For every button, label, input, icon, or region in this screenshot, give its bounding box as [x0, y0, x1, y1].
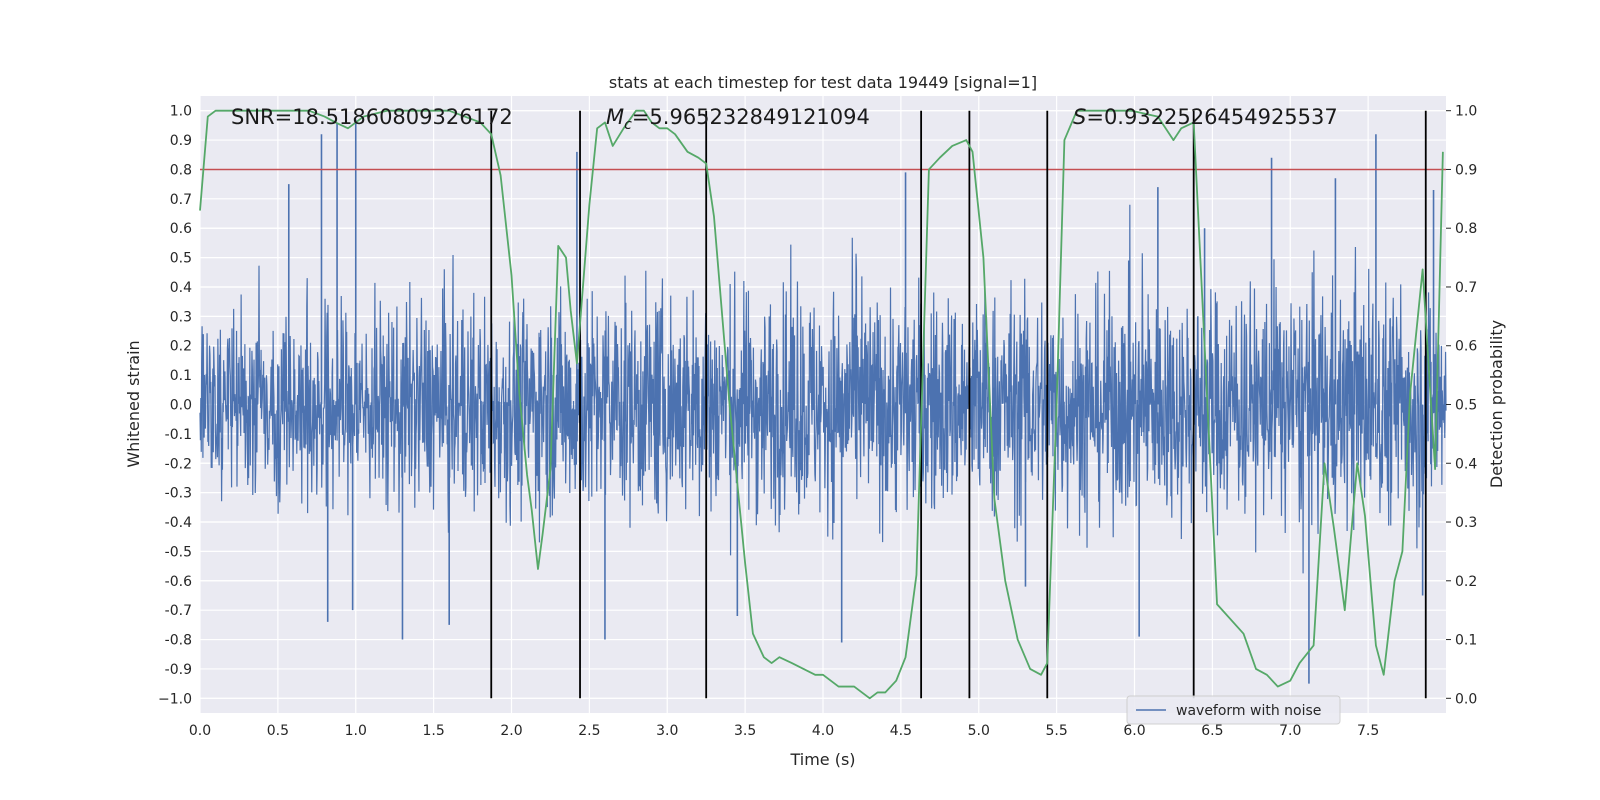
y-tick-label: 0.6: [170, 221, 192, 237]
y2-tick-label: 0.2: [1455, 574, 1477, 590]
x-tick-label: 3.5: [734, 723, 756, 739]
y2-tick-label: 0.9: [1455, 162, 1477, 178]
x-tick-labels: 0.0 0.5 1.0 1.5 2.0 2.5 3.0 3.5 4.0 4.5 5.0 5.5 6.0 6…: [189, 723, 1379, 739]
y-tick-label: 0.2: [170, 339, 192, 355]
x-axis-label: Time (s): [789, 750, 855, 769]
x-tick-label: 6.5: [1201, 723, 1223, 739]
y-tick-label: -0.1: [165, 427, 192, 443]
x-tick-label: 0.5: [267, 723, 289, 739]
y-tick-label: -0.8: [165, 633, 192, 649]
legend-box: [1126, 695, 1341, 725]
x-tick-label: 5.0: [968, 723, 990, 739]
y2-axis-label: Detection probability: [1487, 320, 1506, 488]
y2-tick-label: 0.1: [1455, 633, 1477, 649]
chart-title: stats at each timestep for test data 194…: [609, 73, 1037, 92]
y2-tick-label: 0.3: [1455, 515, 1477, 531]
y-tick-label: −1.0: [158, 691, 192, 707]
x-tick-label: 6.0: [1123, 723, 1145, 739]
y-tick-label: -0.3: [165, 486, 192, 502]
y-tick-label: -0.6: [165, 574, 192, 590]
y-axis-label: Whitened strain: [124, 340, 143, 467]
chirp-mass-symbol: M: [606, 105, 624, 129]
y2-tick-label: 0.5: [1455, 398, 1477, 414]
chirp-mass-value: =5.965232849121094: [632, 105, 870, 129]
y2-tick-label: 0.8: [1455, 221, 1477, 237]
s-annotation: S=0.9322526454925537: [1073, 105, 1338, 129]
legend: waveform with noise: [1126, 695, 1341, 725]
x-tick-label: 5.5: [1045, 723, 1067, 739]
chirp-mass-annotation: Mc=5.965232849121094: [606, 105, 870, 133]
y-tick-label: 0.9: [170, 133, 192, 149]
x-tick-label: 1.0: [345, 723, 367, 739]
vertical-marker-lines: [490, 110, 1427, 699]
y-tick-label: 0.1: [170, 368, 192, 384]
x-tick-label: 2.5: [578, 723, 600, 739]
y-tick-label: -0.4: [165, 515, 192, 531]
x-tick-label: 7.0: [1279, 723, 1301, 739]
y-tick-label: 0.8: [170, 162, 192, 178]
y2-tick-label: 1.0: [1455, 104, 1477, 120]
detection-probability-series: [199, 109, 1444, 700]
y2-tick-label: 0.4: [1455, 456, 1477, 472]
y-tick-label: 0.4: [170, 280, 192, 296]
y-tick-label: -0.5: [165, 544, 192, 560]
snr-annotation: SNR=18.51860809326172: [231, 105, 513, 129]
legend-label: waveform with noise: [1176, 703, 1321, 719]
y2-tick-label: 0.6: [1455, 339, 1477, 355]
y-tick-label: 1.0: [170, 104, 192, 120]
x-tick-label: 0.0: [189, 723, 211, 739]
y-tick-label: 0.0: [170, 398, 192, 414]
x-tick-label: 2.0: [500, 723, 522, 739]
x-tick-label: 4.0: [812, 723, 834, 739]
s-symbol: S: [1073, 105, 1086, 129]
waveform-with-noise-line: [199, 204, 1447, 574]
s-value: =0.9322526454925537: [1086, 105, 1337, 129]
y-tick-label: -0.9: [165, 662, 192, 678]
chirp-mass-subscript: c: [624, 117, 632, 133]
y-tick-label: 0.5: [170, 251, 192, 267]
detection-probability-line: [199, 109, 1444, 700]
y2-tick-label: 0.7: [1455, 280, 1477, 296]
y-tick-label: 0.7: [170, 192, 192, 208]
left-y-tick-labels: 1.0 0.9 0.8 0.7 0.6 0.5 0.4 0.3 0.2 0.1 0.0 -0.1 -0.…: [158, 104, 192, 708]
y-tick-label: 0.3: [170, 309, 192, 325]
y2-tick-label: 0.0: [1455, 691, 1477, 707]
y-tick-label: -0.2: [165, 456, 192, 472]
right-y-tick-labels: 1.0 0.9 0.8 0.7 0.6 0.5 0.4 0.3 0.2 0.1 0.0: [1446, 104, 1477, 707]
x-tick-label: 7.5: [1357, 723, 1379, 739]
y-tick-label: -0.7: [165, 603, 192, 619]
x-tick-label: 1.5: [422, 723, 444, 739]
x-tick-label: 3.0: [656, 723, 678, 739]
x-tick-label: 4.5: [890, 723, 912, 739]
